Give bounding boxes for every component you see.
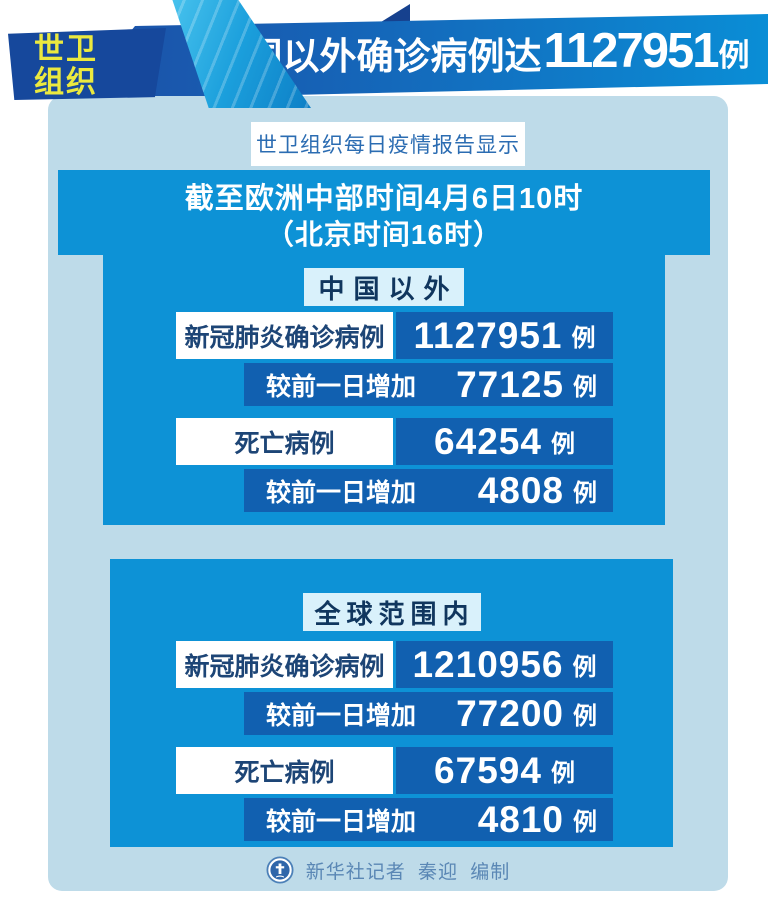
stat-label: 较前一日增加 <box>266 701 417 730</box>
title-unit: 例 <box>718 37 750 73</box>
stat-unit: 例 <box>573 480 597 507</box>
stat-label: 死亡病例 <box>176 418 393 465</box>
stat-label: 新冠肺炎确诊病例 <box>176 312 393 359</box>
who-badge-line1: 世卫 <box>34 33 98 66</box>
credit-footer: 新华社记者 秦迎 编制 <box>48 854 728 886</box>
stat-label: 较前一日增加 <box>266 478 417 507</box>
stat-value-box: 64254 例 <box>396 418 613 465</box>
stat-unit: 例 <box>573 703 597 730</box>
stats-card: 世卫组织每日疫情报告显示 截至欧洲中部时间4月6日10时 （北京时间16时） 中… <box>48 96 728 891</box>
as-of-line1: 截至欧洲中部时间4月6日10时 <box>184 183 584 215</box>
stat-value: 1210956 <box>412 643 564 685</box>
stat-unit: 例 <box>571 325 596 352</box>
stat-value: 4808 <box>477 469 564 511</box>
section-outside-china: 截至欧洲中部时间4月6日10时 （北京时间16时） 中国以外 新冠肺炎确诊病例 … <box>58 170 710 525</box>
scope-label: 全球范围内 <box>302 593 481 631</box>
stat-value-box: 1127951 例 <box>396 312 613 359</box>
stat-unit: 例 <box>572 654 597 681</box>
stat-row-daily-increase: 较前一日增加 77125 例 <box>176 363 613 406</box>
stat-row-daily-increase: 较前一日增加 4808 例 <box>176 469 613 512</box>
title-number: 1127951 <box>543 24 719 78</box>
who-badge: 世卫 组织 <box>8 28 166 100</box>
stat-value: 4810 <box>477 798 564 840</box>
stat-row-confirmed: 新冠肺炎确诊病例 1127951 例 <box>176 312 613 359</box>
scope-label: 中国以外 <box>304 268 464 306</box>
stat-row-daily-increase: 较前一日增加 4810 例 <box>176 798 613 841</box>
stat-unit: 例 <box>573 809 597 836</box>
xinhua-logo-icon <box>266 856 294 884</box>
stat-row-daily-increase: 较前一日增加 77200 例 <box>176 692 613 735</box>
stat-rows: 新冠肺炎确诊病例 1127951 例 较前一日增加 77125 例 <box>176 312 613 512</box>
stat-label: 较前一日增加 <box>266 807 417 836</box>
stat-label: 较前一日增加 <box>266 372 417 401</box>
stat-value: 77200 <box>456 692 564 734</box>
stat-unit: 例 <box>573 374 597 401</box>
stat-value: 77125 <box>456 363 564 405</box>
stat-rows: 新冠肺炎确诊病例 1210956 例 较前一日增加 77200 例 <box>176 641 613 841</box>
stat-value: 1127951 <box>413 314 563 356</box>
stat-value-box: 较前一日增加 77125 例 <box>244 363 613 406</box>
section-global: 全球范围内 新冠肺炎确诊病例 1210956 例 较前一日增加 77200 例 <box>110 559 673 847</box>
stat-value-box: 较前一日增加 4810 例 <box>244 798 613 841</box>
stat-value-box: 67594 例 <box>396 747 613 794</box>
stat-label: 新冠肺炎确诊病例 <box>176 641 393 688</box>
credit-text: 新华社记者 秦迎 编制 <box>305 861 511 883</box>
stat-value-box: 1210956 例 <box>396 641 613 688</box>
as-of-heading: 截至欧洲中部时间4月6日10时 （北京时间16时） <box>58 180 710 252</box>
title-banner: 中国以外确诊病例达 1127951 例 <box>75 14 768 100</box>
stat-row-deaths: 死亡病例 64254 例 <box>176 418 613 465</box>
report-note: 世卫组织每日疫情报告显示 <box>251 122 525 166</box>
stat-row-deaths: 死亡病例 67594 例 <box>176 747 613 794</box>
stat-value: 67594 <box>434 749 542 791</box>
stat-row-confirmed: 新冠肺炎确诊病例 1210956 例 <box>176 641 613 688</box>
stat-value-box: 较前一日增加 77200 例 <box>244 692 613 735</box>
stat-unit: 例 <box>550 431 575 458</box>
stat-value: 64254 <box>434 420 542 462</box>
as-of-line2: （北京时间16时） <box>265 219 503 250</box>
stat-value-box: 较前一日增加 4808 例 <box>244 469 613 512</box>
stat-label: 死亡病例 <box>176 747 393 794</box>
stat-unit: 例 <box>550 760 575 787</box>
who-badge-line2: 组织 <box>34 66 98 99</box>
